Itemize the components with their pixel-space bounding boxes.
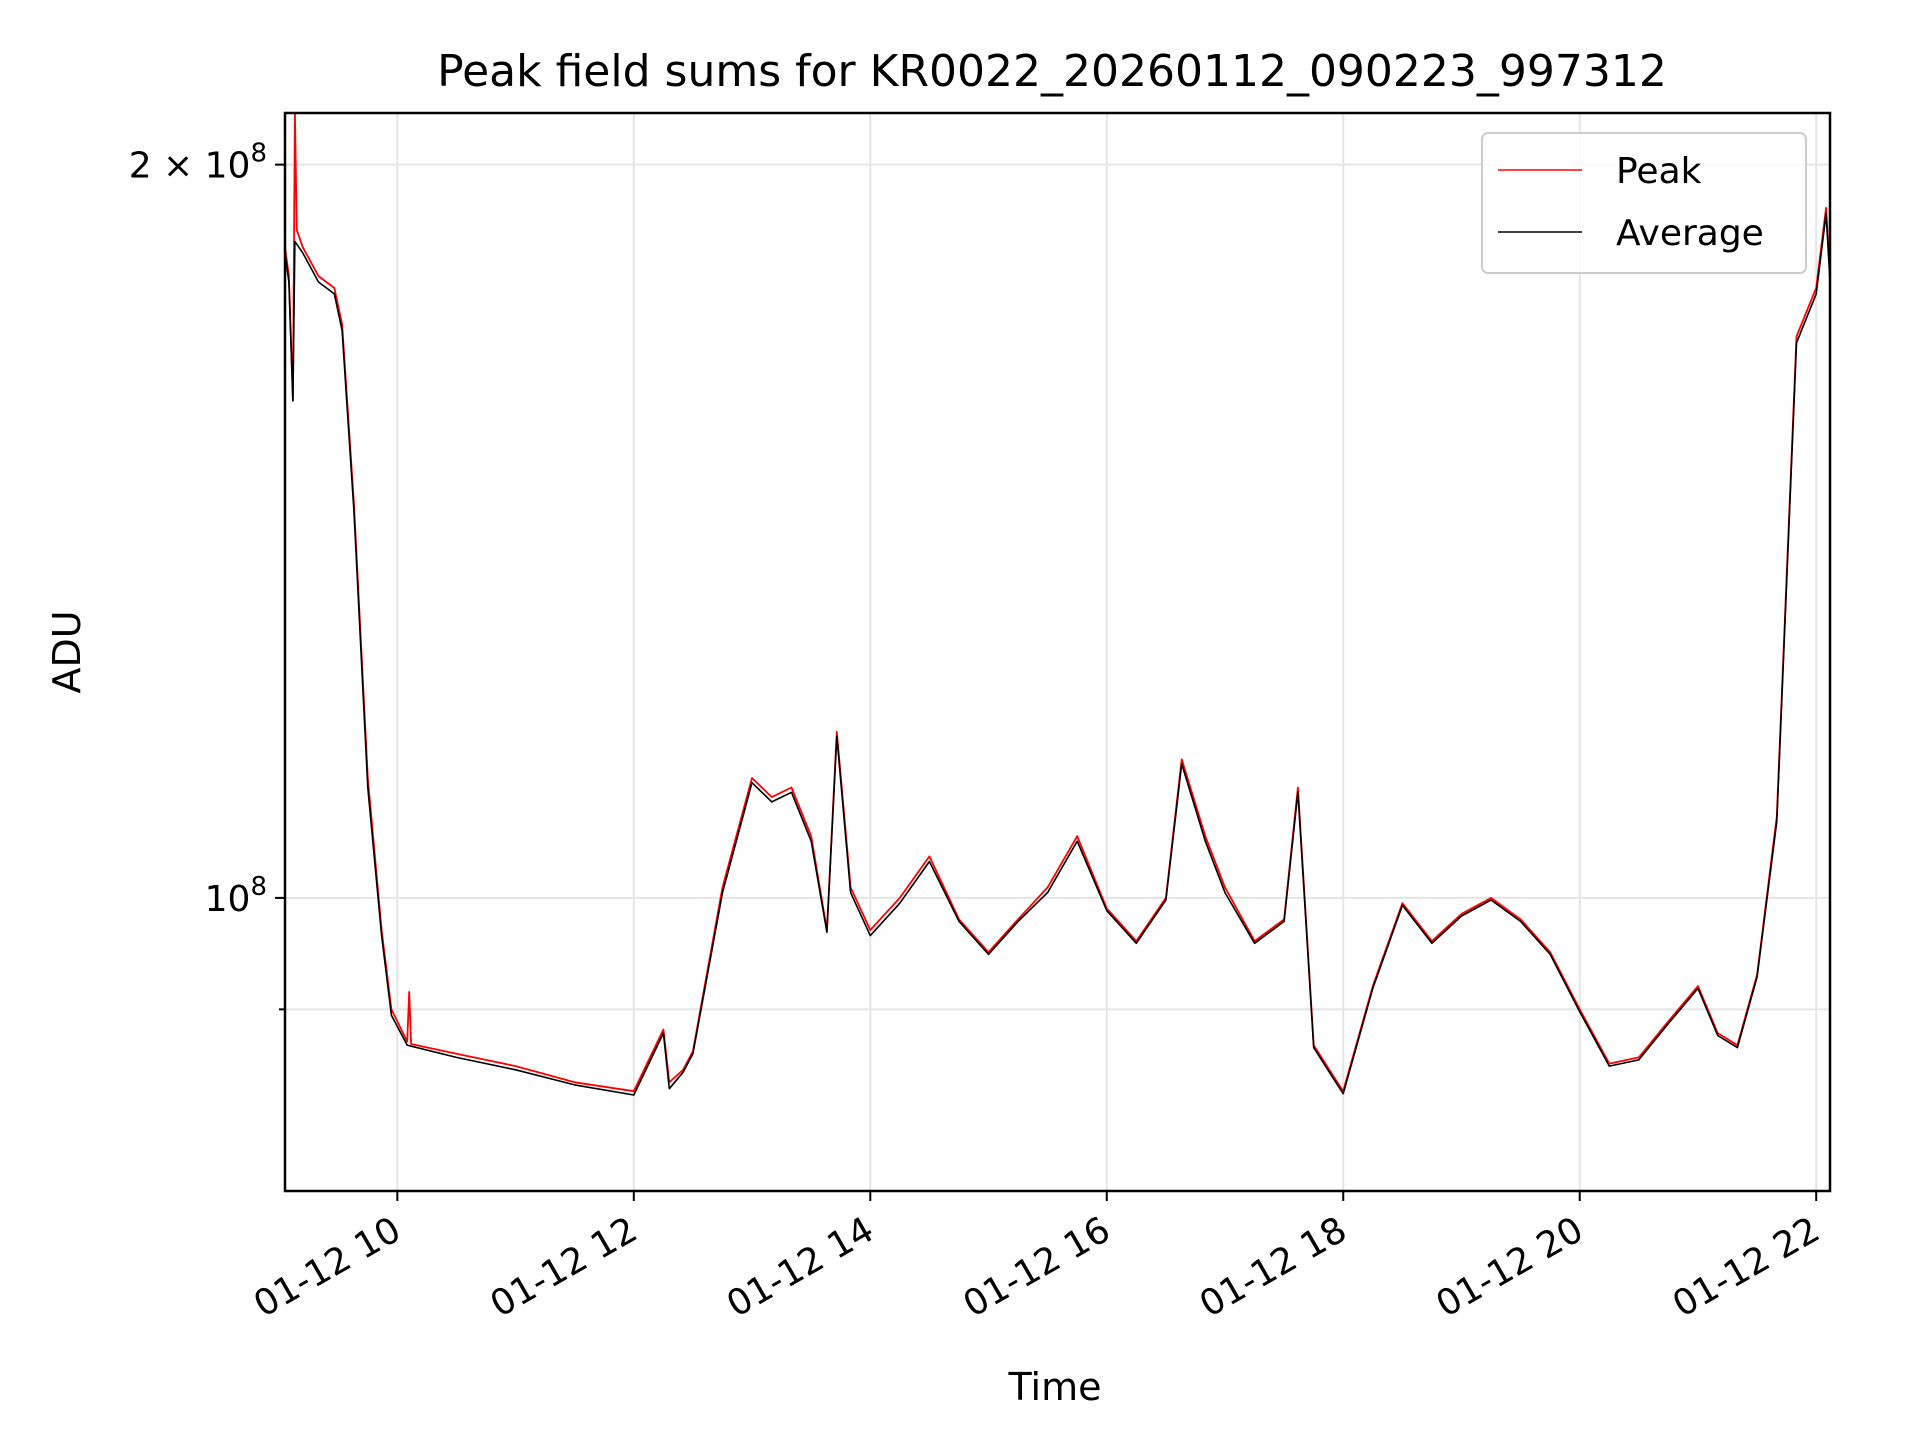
legend-box [1481,132,1807,274]
legend-label-peak: Peak [1616,151,1702,192]
x-tick-label: 01-12 10 [247,1209,408,1325]
grid-layer [285,113,1830,1191]
y-tick-label: 108 [205,872,267,920]
x-tick-label: 01-12 16 [957,1209,1118,1325]
x-tick-label: 01-12 12 [484,1209,645,1325]
x-tick-label: 01-12 20 [1430,1209,1591,1325]
series-line-average [284,212,1831,1096]
y-axis-label: ADU [45,610,89,693]
x-tick-label: 01-12 14 [720,1209,881,1325]
x-tick-label: 01-12 22 [1666,1209,1827,1325]
chart-title: Peak field sums for KR0022_20260112_0902… [437,46,1667,97]
x-tick-label: 01-12 18 [1193,1209,1354,1325]
legend-label-average: Average [1616,213,1764,254]
x-axis-label: Time [1008,1365,1102,1409]
y-tick-label: 2 × 108 [129,139,267,187]
legend: Peak Average [1481,132,1807,274]
series-layer [284,112,1831,1096]
plot-area-frame [283,111,1832,1193]
x-axis: 01-12 10 01-12 12 01-12 14 01-12 16 01-12 18… [247,1191,1827,1326]
y-axis: 2 × 108 108 [129,139,285,1011]
